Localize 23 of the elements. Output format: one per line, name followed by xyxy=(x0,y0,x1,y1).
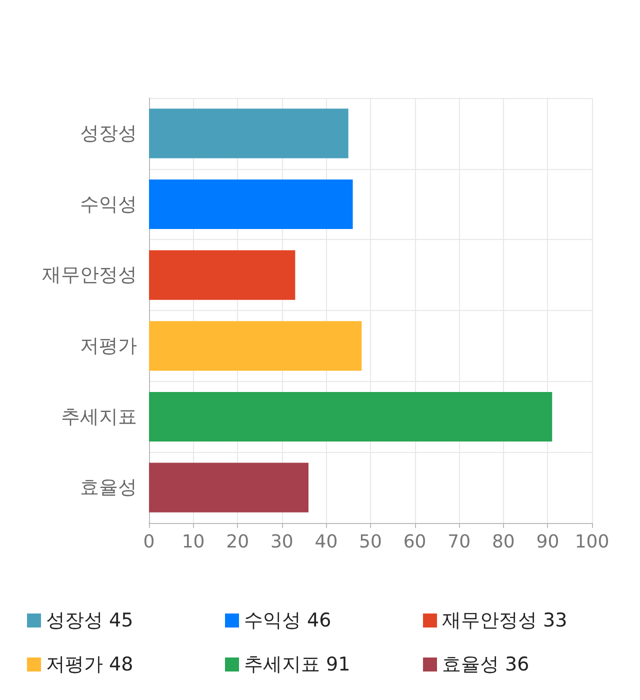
x-tick-label: 0 xyxy=(143,532,155,552)
x-tick-label: 40 xyxy=(314,532,338,552)
legend-label: 저평가 48 xyxy=(46,654,134,676)
x-tick-label: 30 xyxy=(270,532,294,552)
legend-label: 성장성 45 xyxy=(46,610,134,632)
legend-label: 수익성 46 xyxy=(244,610,332,632)
x-tick-label: 70 xyxy=(448,532,471,552)
y-tick-label: 수익성 xyxy=(80,193,137,216)
legend-label: 추세지표 91 xyxy=(244,654,350,676)
x-tick-label: 10 xyxy=(182,532,205,552)
y-tick-label: 추세지표 xyxy=(61,406,137,428)
legend-label: 효율성 36 xyxy=(442,654,530,676)
x-tick-label: 50 xyxy=(359,532,382,552)
x-tick-label: 20 xyxy=(226,532,250,552)
y-tick-label: 저평가 xyxy=(80,334,137,357)
y-tick-label: 효율성 xyxy=(80,476,137,499)
x-tick-label: 90 xyxy=(536,532,560,552)
x-tick-label: 80 xyxy=(492,532,515,552)
y-tick-label: 성장성 xyxy=(80,122,137,144)
x-tick-label: 60 xyxy=(403,532,426,552)
y-tick-label: 재무안정성 xyxy=(42,264,137,286)
legend-label: 재무안정성 33 xyxy=(442,610,568,632)
x-tick-label: 100 xyxy=(574,532,610,552)
